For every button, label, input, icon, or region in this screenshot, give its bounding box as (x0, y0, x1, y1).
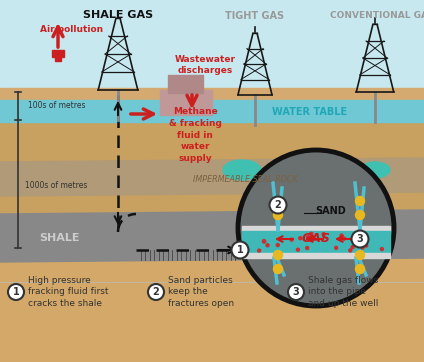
Text: 1000s of metres: 1000s of metres (25, 181, 87, 189)
Text: CONVENTIONAL GAS: CONVENTIONAL GAS (330, 11, 424, 20)
Bar (168, 75, 203, 93)
Circle shape (310, 232, 313, 235)
Circle shape (353, 239, 356, 243)
Polygon shape (0, 158, 424, 196)
Circle shape (299, 237, 302, 240)
Circle shape (340, 234, 343, 237)
Circle shape (322, 233, 325, 236)
Circle shape (270, 197, 287, 214)
Polygon shape (0, 210, 424, 262)
Circle shape (351, 231, 368, 248)
Circle shape (263, 240, 266, 243)
Text: 3: 3 (357, 234, 363, 244)
Ellipse shape (223, 160, 261, 180)
Text: 2: 2 (275, 200, 282, 210)
Text: TIGHT GAS: TIGHT GAS (226, 11, 285, 21)
Bar (0, 248, 424, 362)
Bar (55, 57, 61, 61)
Bar (0, 0, 424, 100)
Circle shape (351, 238, 354, 241)
Text: Wastewater
discharges: Wastewater discharges (175, 55, 235, 75)
Circle shape (290, 238, 293, 241)
Ellipse shape (360, 162, 390, 178)
Circle shape (273, 251, 282, 260)
Text: 100s of metres: 100s of metres (28, 101, 86, 110)
Text: Air pollution: Air pollution (40, 25, 103, 34)
Circle shape (258, 249, 261, 252)
Text: High pressure
fracking fluid first
cracks the shale: High pressure fracking fluid first crack… (28, 276, 109, 308)
Circle shape (360, 243, 363, 246)
Bar (242, 231, 390, 253)
Circle shape (355, 197, 365, 206)
Circle shape (306, 247, 309, 249)
Text: SHALE GAS: SHALE GAS (83, 10, 153, 20)
Circle shape (310, 235, 313, 238)
Text: Methane
& fracking
fluid in
water
supply: Methane & fracking fluid in water supply (169, 107, 221, 163)
Bar (242, 226, 390, 231)
Circle shape (8, 284, 24, 300)
Circle shape (273, 210, 282, 219)
Text: WATER TABLE: WATER TABLE (273, 107, 348, 117)
Circle shape (349, 249, 352, 252)
Circle shape (355, 251, 365, 260)
Text: 1: 1 (13, 287, 20, 297)
Text: 1: 1 (237, 245, 243, 255)
Bar (52, 50, 64, 57)
Circle shape (148, 284, 164, 300)
Text: SHALE: SHALE (40, 233, 80, 243)
Circle shape (380, 248, 383, 251)
Text: Shale gas flows
into the pipe
and up the well: Shale gas flows into the pipe and up the… (308, 276, 378, 308)
Circle shape (307, 236, 310, 239)
Text: IMPERMEABLE SEAL ROCK: IMPERMEABLE SEAL ROCK (192, 176, 297, 185)
Circle shape (273, 265, 282, 274)
Bar (0, 118, 424, 183)
Circle shape (354, 235, 357, 238)
Text: 2: 2 (153, 287, 159, 297)
Bar (242, 253, 390, 258)
Circle shape (273, 197, 282, 206)
Circle shape (232, 241, 248, 258)
Circle shape (296, 248, 299, 251)
Bar (0, 88, 424, 118)
Circle shape (262, 240, 265, 243)
Text: 3: 3 (293, 287, 299, 297)
Bar (0, 175, 424, 225)
Circle shape (238, 150, 394, 306)
Text: Sand particles
keep the
fractures open: Sand particles keep the fractures open (168, 276, 234, 308)
Bar (160, 90, 212, 115)
Circle shape (335, 246, 338, 249)
Circle shape (365, 244, 368, 247)
Text: SAND: SAND (315, 206, 346, 216)
Circle shape (266, 244, 269, 247)
Circle shape (343, 237, 346, 240)
Text: GAS: GAS (301, 232, 330, 245)
Circle shape (355, 210, 365, 219)
Circle shape (355, 265, 365, 274)
Circle shape (361, 246, 364, 249)
Circle shape (351, 246, 354, 249)
Bar (0, 100, 424, 122)
Circle shape (288, 284, 304, 300)
Circle shape (276, 244, 279, 247)
